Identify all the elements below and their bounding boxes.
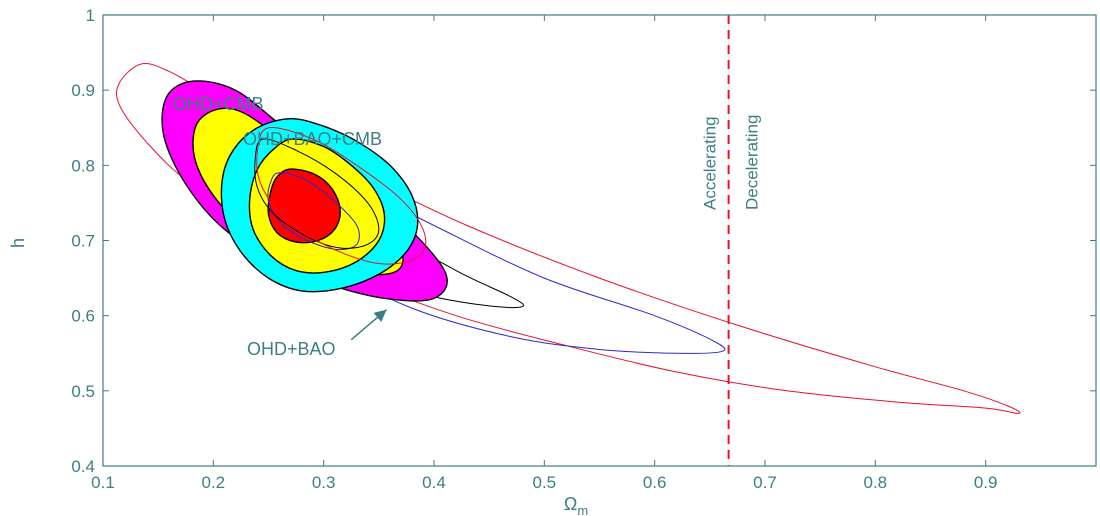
- decelerating-label: Decelerating: [743, 115, 762, 210]
- x-tick-label: 0.1: [91, 473, 115, 492]
- x-tick-label: 0.4: [422, 473, 446, 492]
- x-axis-label-main: Ω: [564, 494, 577, 514]
- annotation-ohd-cmb: OHD+CMB: [173, 94, 264, 114]
- x-tick-label: 0.3: [312, 473, 336, 492]
- annotation-ohd-bao: OHD+BAO: [247, 339, 336, 359]
- x-tick-label: 0.9: [974, 473, 998, 492]
- x-tick-label: 0.5: [533, 473, 557, 492]
- annotation-ohd-bao-cmb: OHD+BAO+CMB: [243, 129, 382, 149]
- annotation-arrow-head: [373, 309, 387, 323]
- x-tick-label: 0.7: [753, 473, 777, 492]
- x-tick-label: 0.2: [202, 473, 226, 492]
- contour-ohd-inner: [254, 138, 380, 249]
- y-tick-label: 0.8: [71, 156, 95, 175]
- contours-layer: [115, 62, 1021, 414]
- x-axis-ticks: 0.1 0.2 0.3 0.4 0.5 0.6 0.7 0.8 0.9: [91, 15, 997, 492]
- y-tick-label: 0.5: [71, 382, 95, 401]
- y-tick-label: 0.7: [71, 232, 95, 251]
- y-tick-label: 0.4: [71, 457, 95, 476]
- accelerating-label: Accelerating: [701, 116, 720, 210]
- x-axis-label: Ωm: [564, 494, 588, 516]
- y-tick-label: 1: [86, 6, 95, 25]
- x-tick-label: 0.8: [864, 473, 888, 492]
- x-tick-label: 0.6: [643, 473, 667, 492]
- contour-ohd-bao-inner: [267, 172, 360, 251]
- y-tick-label: 0.9: [71, 81, 95, 100]
- contour-ohd-bao-mid: [256, 126, 427, 265]
- y-tick-label: 0.6: [71, 307, 95, 326]
- y-axis-ticks: 0.4 0.5 0.6 0.7 0.8 0.9 1: [71, 6, 1096, 476]
- x-axis-label-sub: m: [577, 503, 588, 516]
- y-axis-label: h: [8, 238, 28, 248]
